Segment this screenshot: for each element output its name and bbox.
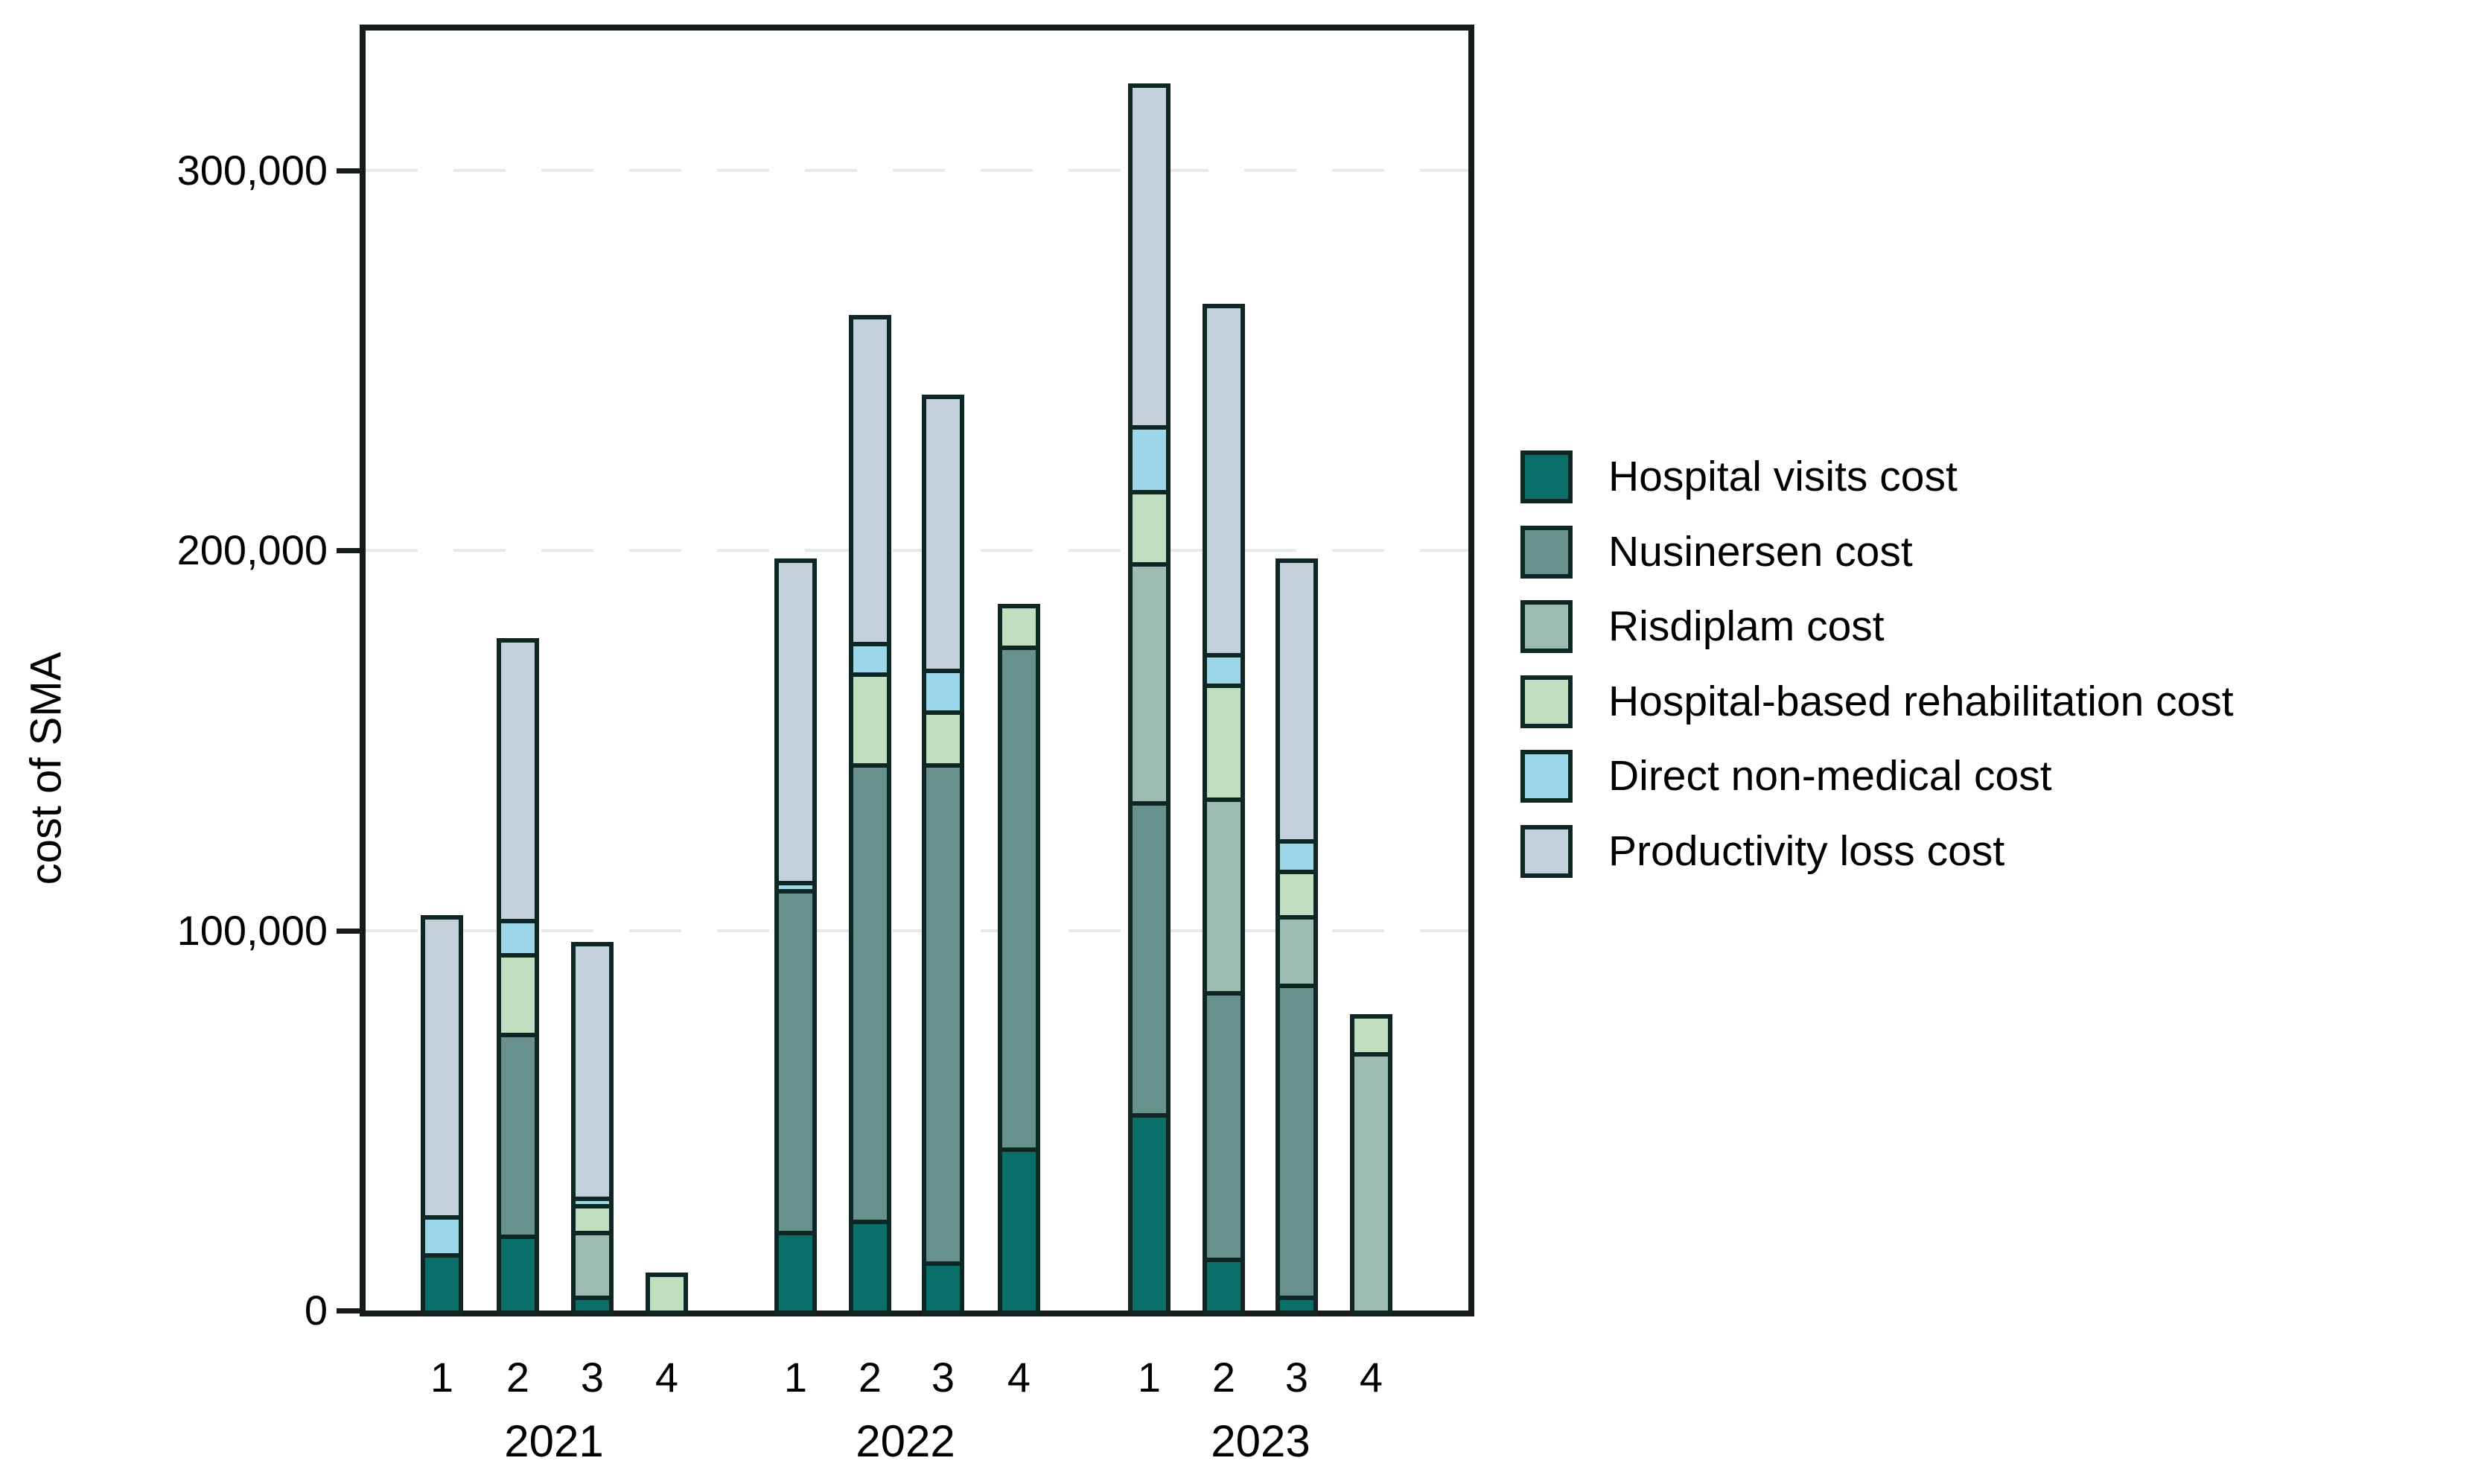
segment-productivity-loss-cost-2022-q1 [774, 558, 817, 886]
segment-hospital-visits-cost-2022-q4 [998, 1147, 1040, 1315]
x-tick-label-2021-q3: 3 [580, 1354, 605, 1401]
legend-item-hospital-visits-cost: Hospital visits cost [1520, 450, 1958, 503]
segment-direct-non-medical-cost-2021-q1 [421, 1215, 463, 1258]
segment-hospital-visits-cost-2023-q1 [1128, 1112, 1171, 1315]
segment-nusinersen-cost-2023-q2 [1203, 991, 1245, 1262]
legend-swatch-direct-non-medical-cost [1520, 750, 1573, 803]
segment-nusinersen-cost-2021-q2 [497, 1033, 539, 1239]
segment-risdiplam-cost-2023-q4 [1350, 1051, 1392, 1315]
legend-swatch-nusinersen-cost [1520, 525, 1573, 579]
x-tick-label-2022-q4: 4 [1007, 1354, 1031, 1401]
gridline-200000 [366, 549, 1468, 552]
legend-label-hospital-based-rehabilitation-cost: Hospital-based rehabilitation cost [1608, 677, 2234, 725]
legend-swatch-risdiplam-cost [1520, 600, 1573, 653]
y-tick-label-100000: 100,000 [176, 906, 328, 954]
year-label-2023: 2023 [1211, 1416, 1310, 1466]
x-tick-label-2022-q1: 1 [783, 1354, 808, 1401]
segment-productivity-loss-cost-2023-q2 [1203, 303, 1245, 658]
x-tick-label-2021-q1: 1 [430, 1354, 454, 1401]
segment-risdiplam-cost-2023-q1 [1128, 561, 1171, 806]
x-tick-label-2023-q3: 3 [1284, 1354, 1309, 1401]
segment-hospital-based-rehabilitation-cost-2023-q1 [1128, 489, 1171, 567]
segment-direct-non-medical-cost-2021-q2 [497, 919, 539, 958]
gridline-100000 [366, 929, 1468, 932]
segment-hospital-visits-cost-2022-q2 [849, 1219, 891, 1315]
legend-swatch-hospital-based-rehabilitation-cost [1520, 675, 1573, 728]
segment-hospital-based-rehabilitation-cost-2021-q3 [571, 1204, 614, 1235]
segment-hospital-visits-cost-2022-q1 [774, 1230, 817, 1315]
segment-nusinersen-cost-2022-q3 [922, 763, 964, 1266]
legend-item-nusinersen-cost: Nusinersen cost [1520, 525, 1913, 579]
segment-hospital-based-rehabilitation-cost-2023-q3 [1275, 870, 1318, 920]
legend-swatch-productivity-loss-cost [1520, 824, 1573, 878]
segment-productivity-loss-cost-2023-q1 [1128, 83, 1171, 430]
segment-nusinersen-cost-2022-q4 [998, 645, 1040, 1152]
x-tick-label-2022-q3: 3 [931, 1354, 955, 1401]
segment-nusinersen-cost-2022-q1 [774, 888, 817, 1235]
gridline-300000 [366, 169, 1468, 172]
segment-direct-non-medical-cost-2023-q1 [1128, 424, 1171, 494]
segment-hospital-based-rehabilitation-cost-2021-q2 [497, 953, 539, 1038]
y-tick-0 [337, 1308, 360, 1313]
x-tick-label-2023-q1: 1 [1137, 1354, 1162, 1401]
year-label-2022: 2022 [856, 1416, 955, 1466]
segment-hospital-visits-cost-2023-q2 [1203, 1257, 1245, 1315]
segment-nusinersen-cost-2022-q2 [849, 763, 891, 1224]
segment-hospital-based-rehabilitation-cost-2022-q2 [849, 672, 891, 768]
segment-risdiplam-cost-2023-q2 [1203, 797, 1245, 996]
segment-direct-non-medical-cost-2022-q2 [849, 641, 891, 677]
legend-label-hospital-visits-cost: Hospital visits cost [1608, 453, 1958, 500]
segment-direct-non-medical-cost-2022-q3 [922, 668, 964, 715]
segment-productivity-loss-cost-2021-q1 [421, 915, 463, 1220]
segment-direct-non-medical-cost-2023-q2 [1203, 653, 1245, 688]
legend-item-hospital-based-rehabilitation-cost: Hospital-based rehabilitation cost [1520, 675, 2234, 728]
legend-label-productivity-loss-cost: Productivity loss cost [1608, 827, 2005, 875]
segment-nusinersen-cost-2023-q3 [1275, 984, 1318, 1300]
y-tick-300000 [337, 168, 360, 173]
legend-item-risdiplam-cost: Risdiplam cost [1520, 600, 1885, 653]
segment-hospital-based-rehabilitation-cost-2022-q3 [922, 710, 964, 768]
y-tick-label-0: 0 [304, 1287, 328, 1334]
segment-hospital-visits-cost-2022-q3 [922, 1261, 964, 1315]
legend-item-productivity-loss-cost: Productivity loss cost [1520, 824, 2005, 878]
segment-nusinersen-cost-2023-q1 [1128, 801, 1171, 1118]
x-tick-label-2021-q2: 2 [506, 1354, 530, 1401]
segment-productivity-loss-cost-2021-q3 [571, 941, 614, 1201]
legend-label-direct-non-medical-cost: Direct non-medical cost [1608, 752, 2052, 800]
segment-risdiplam-cost-2021-q3 [571, 1230, 614, 1300]
plot-area [360, 25, 1474, 1316]
segment-risdiplam-cost-2023-q3 [1275, 915, 1318, 989]
segment-productivity-loss-cost-2022-q3 [922, 395, 964, 673]
segment-productivity-loss-cost-2022-q2 [849, 314, 891, 646]
y-axis-title: cost of SMA [22, 652, 71, 885]
segment-hospital-visits-cost-2021-q1 [421, 1253, 463, 1315]
segment-hospital-based-rehabilitation-cost-2023-q2 [1203, 683, 1245, 803]
legend-label-nusinersen-cost: Nusinersen cost [1608, 527, 1913, 576]
y-tick-200000 [337, 548, 360, 554]
x-tick-label-2022-q2: 2 [858, 1354, 882, 1401]
segment-hospital-based-rehabilitation-cost-2022-q4 [998, 603, 1040, 650]
legend-swatch-hospital-visits-cost [1520, 450, 1573, 503]
segment-hospital-based-rehabilitation-cost-2023-q4 [1350, 1013, 1392, 1057]
x-tick-label-2023-q4: 4 [1359, 1354, 1383, 1401]
segment-productivity-loss-cost-2021-q2 [497, 637, 539, 924]
segment-direct-non-medical-cost-2023-q3 [1275, 839, 1318, 874]
legend-item-direct-non-medical-cost: Direct non-medical cost [1520, 750, 2052, 803]
segment-productivity-loss-cost-2023-q3 [1275, 558, 1318, 844]
y-tick-label-200000: 200,000 [176, 526, 328, 574]
segment-hospital-visits-cost-2021-q2 [497, 1234, 539, 1315]
legend-label-risdiplam-cost: Risdiplam cost [1608, 602, 1885, 650]
x-tick-label-2021-q4: 4 [655, 1354, 679, 1401]
year-label-2021: 2021 [504, 1416, 604, 1466]
y-tick-100000 [337, 928, 360, 934]
segment-hospital-based-rehabilitation-cost-2021-q4 [646, 1272, 688, 1315]
y-tick-label-300000: 300,000 [176, 147, 328, 194]
x-tick-label-2023-q2: 2 [1211, 1354, 1236, 1401]
